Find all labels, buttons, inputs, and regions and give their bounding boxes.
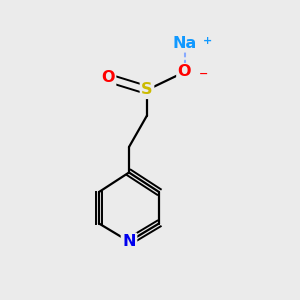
- Text: Na: Na: [172, 36, 197, 51]
- Text: O: O: [178, 64, 191, 80]
- Text: +: +: [203, 36, 212, 46]
- Text: N: N: [122, 234, 136, 249]
- Text: −: −: [199, 68, 209, 79]
- Text: O: O: [101, 70, 115, 86]
- Text: S: S: [141, 82, 153, 98]
